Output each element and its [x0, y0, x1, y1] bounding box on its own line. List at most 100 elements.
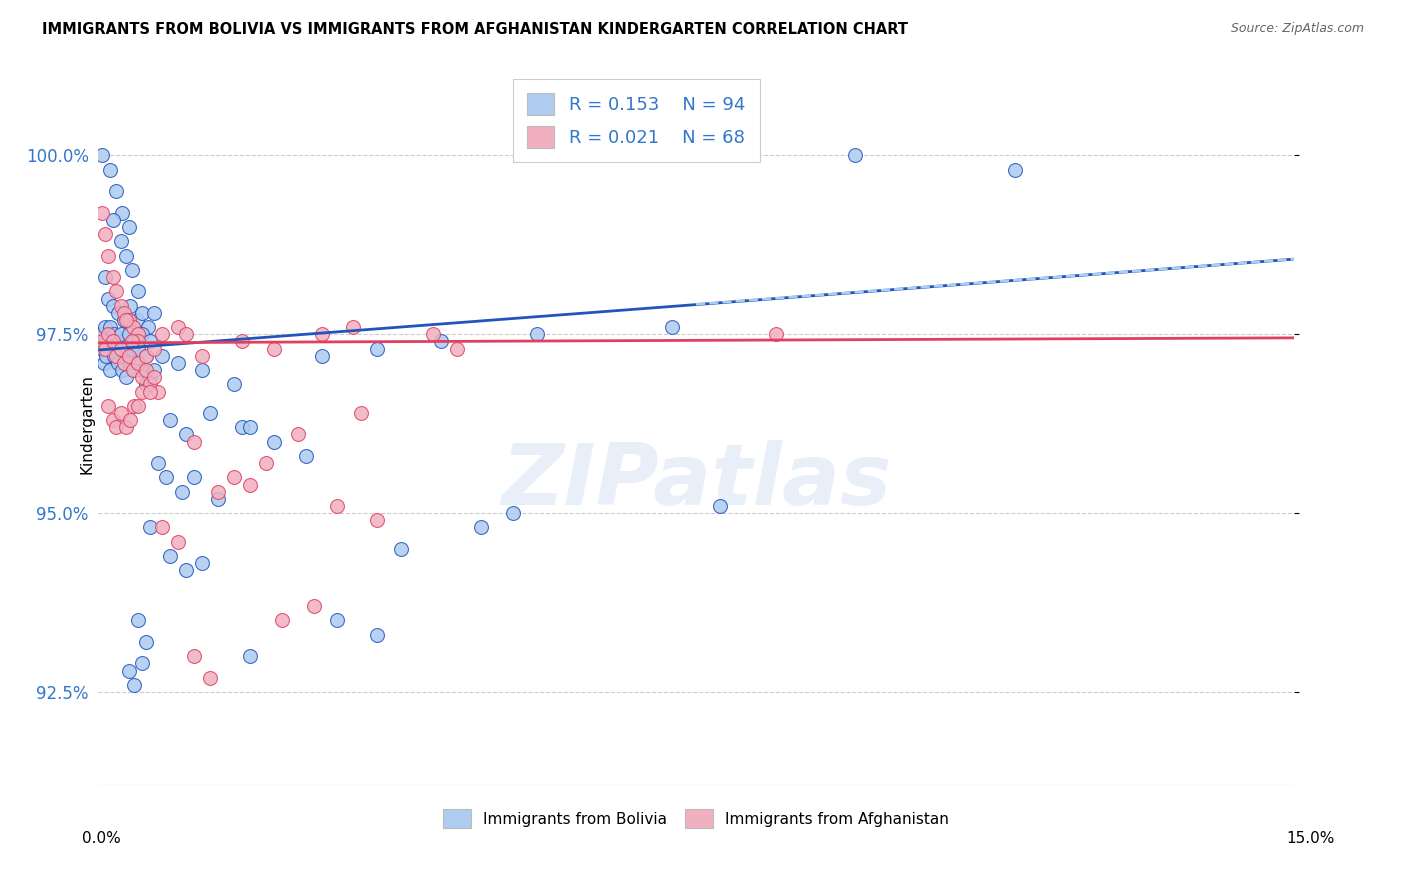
Point: [231, 334, 253, 349]
Point: [183, 470, 205, 484]
Point: [124, 399, 146, 413]
Point: [111, 205, 134, 219]
Point: [159, 549, 181, 563]
Point: [311, 327, 333, 342]
Point: [104, 285, 127, 299]
Point: [112, 342, 135, 356]
Point: [350, 406, 373, 420]
Point: [110, 234, 132, 248]
Point: [98, 162, 122, 177]
Point: [135, 349, 157, 363]
Point: [107, 306, 129, 320]
Point: [124, 334, 146, 349]
Point: [112, 306, 135, 320]
Point: [101, 413, 124, 427]
Point: [174, 327, 197, 342]
Point: [155, 470, 177, 484]
Point: [143, 342, 166, 356]
Point: [127, 285, 149, 299]
Point: [263, 434, 285, 449]
Point: [101, 334, 124, 349]
Point: [94, 270, 117, 285]
Point: [125, 313, 148, 327]
Point: [104, 349, 127, 363]
Point: [118, 219, 141, 234]
Point: [167, 320, 190, 334]
Point: [97, 327, 120, 342]
Legend: Immigrants from Bolivia, Immigrants from Afghanistan: Immigrants from Bolivia, Immigrants from…: [433, 798, 959, 838]
Text: ZIPatlas: ZIPatlas: [501, 440, 891, 523]
Point: [124, 363, 146, 377]
Point: [136, 320, 159, 334]
Point: [94, 320, 117, 334]
Point: [139, 520, 162, 534]
Point: [254, 456, 277, 470]
Point: [91, 327, 114, 342]
Point: [342, 320, 364, 334]
Point: [93, 356, 115, 370]
Point: [139, 370, 162, 384]
Point: [222, 377, 245, 392]
Point: [287, 427, 309, 442]
Point: [143, 363, 166, 377]
Point: [110, 342, 132, 356]
Point: [239, 420, 262, 434]
Point: [239, 477, 262, 491]
Point: [96, 334, 118, 349]
Point: [118, 664, 141, 678]
Point: [110, 327, 132, 342]
Point: [326, 499, 349, 513]
Point: [135, 363, 157, 377]
Point: [104, 334, 127, 349]
Point: [121, 320, 143, 334]
Point: [366, 513, 388, 527]
Point: [131, 363, 153, 377]
Point: [127, 356, 149, 370]
Point: [174, 427, 197, 442]
Point: [120, 413, 142, 427]
Point: [139, 384, 162, 399]
Point: [207, 484, 229, 499]
Point: [239, 649, 262, 664]
Point: [118, 327, 141, 342]
Point: [135, 377, 157, 392]
Point: [98, 320, 122, 334]
Point: [231, 420, 253, 434]
Point: [112, 356, 135, 370]
Point: [430, 334, 453, 349]
Point: [167, 534, 190, 549]
Point: [270, 614, 292, 628]
Point: [101, 212, 124, 227]
Point: [844, 148, 866, 162]
Point: [121, 363, 143, 377]
Point: [90, 342, 112, 356]
Point: [90, 205, 112, 219]
Point: [150, 349, 173, 363]
Text: 0.0%: 0.0%: [82, 831, 121, 847]
Point: [118, 349, 141, 363]
Point: [127, 614, 149, 628]
Point: [91, 148, 114, 162]
Point: [115, 313, 138, 327]
Point: [98, 363, 122, 377]
Point: [131, 657, 153, 671]
Point: [294, 449, 316, 463]
Point: [1004, 162, 1026, 177]
Point: [127, 327, 149, 342]
Point: [198, 671, 221, 685]
Point: [124, 678, 146, 692]
Point: [127, 334, 149, 349]
Point: [148, 456, 170, 470]
Point: [526, 327, 548, 342]
Point: [127, 399, 149, 413]
Point: [470, 520, 492, 534]
Point: [90, 334, 112, 349]
Point: [191, 556, 214, 570]
Point: [112, 313, 135, 327]
Text: Source: ZipAtlas.com: Source: ZipAtlas.com: [1230, 22, 1364, 36]
Point: [366, 628, 388, 642]
Point: [207, 491, 229, 506]
Point: [139, 334, 162, 349]
Point: [131, 327, 153, 342]
Point: [101, 299, 124, 313]
